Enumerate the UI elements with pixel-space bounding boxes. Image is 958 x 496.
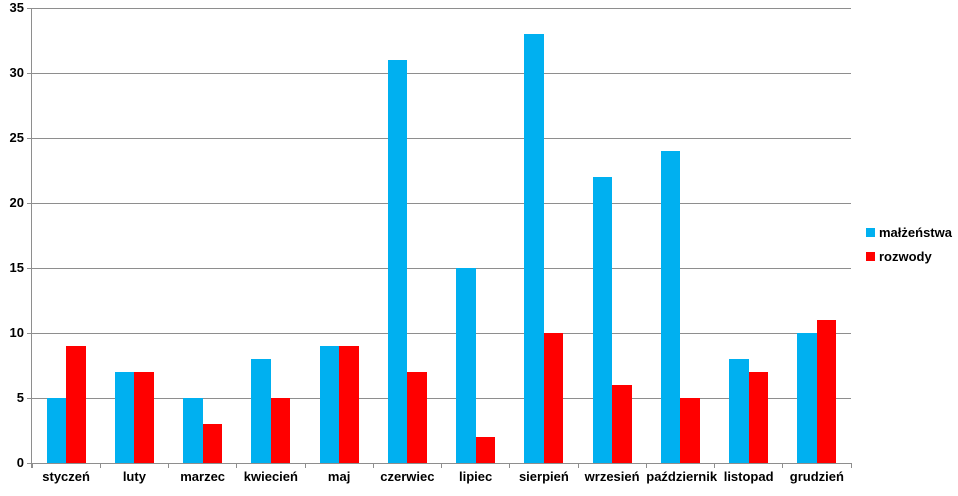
bar-marriages — [524, 34, 544, 463]
bar-divorces — [475, 437, 496, 463]
x-tick — [782, 463, 784, 468]
bar-marriages — [46, 398, 67, 463]
y-tick — [27, 202, 32, 204]
gridline — [32, 202, 851, 204]
x-axis-category-label: styczeń — [42, 469, 90, 484]
x-axis-category-label: sierpień — [518, 469, 569, 484]
x-axis-category-label: październik — [646, 469, 718, 484]
bar-divorces — [270, 398, 291, 463]
y-tick — [27, 332, 32, 334]
y-tick — [27, 462, 32, 464]
bar-marriages — [729, 359, 749, 463]
bar-marriages — [251, 359, 271, 463]
x-tick — [441, 463, 442, 468]
x-tick — [99, 463, 101, 468]
y-axis-tick-label: 0 — [16, 455, 24, 470]
x-tick — [236, 463, 238, 468]
y-axis-tick-label: 10 — [9, 325, 24, 340]
gridline — [32, 397, 851, 399]
bar-marriages — [387, 60, 408, 463]
y-tick — [27, 72, 32, 74]
bar-marriages — [797, 333, 817, 463]
bar-divorces — [202, 424, 223, 463]
legend-label-marriages: małżeństwa — [879, 224, 952, 240]
x-axis-category-label: maj — [327, 469, 351, 484]
x-axis-category-label: marzec — [180, 469, 226, 484]
legend-item-marriages: małżeństwa — [866, 224, 952, 240]
y-tick — [27, 397, 32, 399]
y-axis-tick-label: 30 — [9, 65, 24, 80]
gridline — [32, 72, 851, 74]
bar-divorces — [407, 372, 427, 463]
legend-item-divorces: rozwody — [866, 248, 952, 264]
legend-swatch-divorces — [866, 251, 875, 261]
x-tick — [577, 463, 579, 468]
gridline — [32, 332, 851, 334]
x-tick — [304, 463, 306, 468]
y-axis-tick-label: 25 — [9, 130, 24, 145]
y-tick — [27, 7, 32, 9]
gridline — [32, 267, 851, 269]
x-tick — [372, 463, 374, 468]
y-axis-tick-label: 20 — [9, 195, 24, 210]
y-axis-line — [31, 8, 32, 468]
bar-marriages — [114, 372, 135, 463]
gridline — [32, 137, 851, 139]
x-tick — [714, 463, 715, 468]
x-axis-category-label: lipiec — [459, 469, 493, 484]
x-tick — [645, 463, 647, 468]
bar-divorces — [680, 398, 700, 463]
y-tick — [27, 267, 32, 269]
bar-marriages — [592, 177, 613, 463]
bar-marriages — [456, 268, 476, 463]
y-axis-tick-label: 5 — [16, 390, 24, 405]
legend-swatch-marriages — [866, 227, 875, 237]
x-axis-category-label: grudzień — [789, 469, 844, 484]
bar-marriages — [319, 346, 340, 463]
x-axis-category-label: wrzesień — [584, 469, 640, 484]
legend-label-divorces: rozwody — [879, 248, 932, 264]
bar-divorces — [66, 346, 86, 463]
x-tick — [850, 463, 852, 468]
bar-divorces — [816, 320, 837, 463]
x-axis-category-label: czerwiec — [380, 469, 435, 484]
y-axis-tick-label: 15 — [9, 260, 24, 275]
bar-marriages — [183, 398, 203, 463]
x-tick — [31, 463, 33, 468]
y-axis-tick-label: 35 — [9, 0, 24, 15]
gridline — [32, 7, 851, 9]
x-axis-category-label: listopad — [723, 469, 774, 484]
bar-divorces — [612, 385, 632, 463]
x-axis-category-label: luty — [122, 469, 146, 484]
x-tick — [168, 463, 169, 468]
bar-divorces — [134, 372, 154, 463]
bar-marriages — [660, 151, 681, 463]
x-tick — [509, 463, 511, 468]
x-axis-category-label: kwiecień — [243, 469, 298, 484]
bar-divorces — [543, 333, 564, 463]
bar-divorces — [748, 372, 769, 463]
bar-divorces — [339, 346, 359, 463]
legend: małżeństwa rozwody — [866, 224, 952, 264]
y-tick — [27, 137, 32, 139]
